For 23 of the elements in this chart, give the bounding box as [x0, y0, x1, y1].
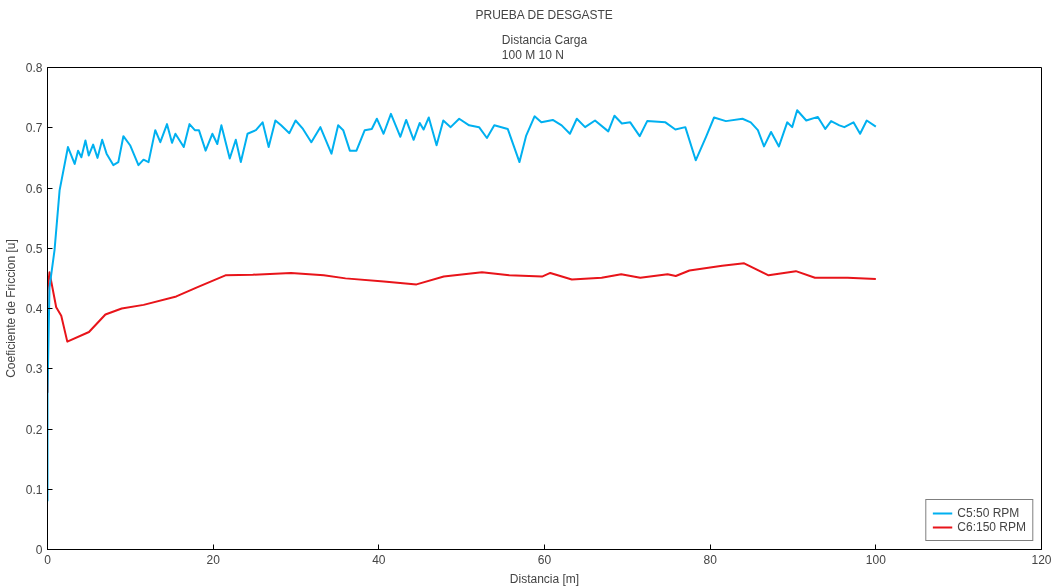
y-tick-label: 0.6: [25, 181, 43, 196]
y-tick-label: 0.5: [25, 241, 43, 256]
y-tick-label: 0.7: [25, 121, 43, 136]
x-tick-label: 60: [537, 552, 552, 567]
y-tick-label: 0.8: [25, 61, 43, 75]
y-tick-label: 0.2: [25, 422, 43, 437]
y-tick-label: 0.4: [25, 302, 43, 316]
chart-title: PRUEBA DE DESGASTE: [475, 7, 613, 22]
legend-label: C6:150 RPM: [957, 520, 1026, 534]
legend-label: C5:50 RPM: [957, 506, 1020, 520]
x-axis-title: Distancia [m]: [509, 571, 580, 586]
y-axis-title: Coeficiente de Friccion [u]: [3, 239, 18, 378]
x-tick-label: 120: [1031, 552, 1052, 567]
x-tick-label: 20: [206, 552, 221, 567]
line-series: [47, 262, 877, 394]
x-tick-label: 80: [703, 552, 718, 567]
chart-subtitle: Distancia Carga 100 M 10 N: [501, 33, 588, 63]
x-tick-label: 100: [865, 552, 887, 567]
y-tick-label: 0: [35, 543, 43, 557]
y-tick-label: 0.3: [25, 362, 43, 377]
line-series: [47, 109, 877, 503]
y-tick-label: 0.1: [25, 482, 43, 497]
x-tick-label: 40: [372, 552, 386, 567]
